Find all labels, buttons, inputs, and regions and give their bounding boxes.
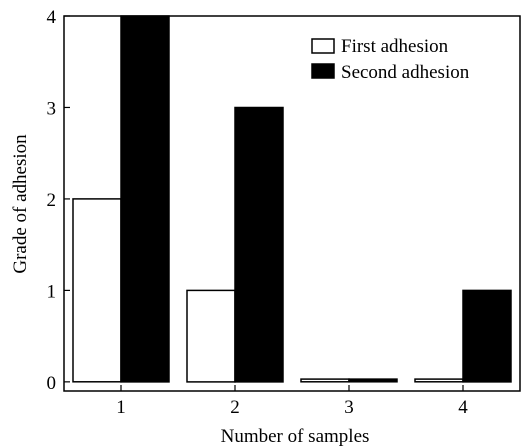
legend-swatch-second-adhesion bbox=[311, 63, 335, 79]
bar-second-adhesion-sample-4 bbox=[462, 289, 512, 383]
bars-group bbox=[72, 15, 512, 383]
x-tick-label-4: 4 bbox=[458, 397, 468, 418]
x-tick-label-2: 2 bbox=[230, 397, 240, 418]
y-axis-label: Grade of adhesion bbox=[10, 134, 31, 274]
y-tick-label-1: 1 bbox=[47, 281, 57, 302]
bar-second-adhesion-sample-3 bbox=[348, 378, 398, 383]
legend-label-first-adhesion: First adhesion bbox=[341, 36, 449, 57]
bar-first-adhesion-sample-4 bbox=[414, 378, 464, 383]
plot-frame bbox=[63, 15, 521, 392]
y-tick-label-4: 4 bbox=[47, 7, 57, 28]
x-tick-label-1: 1 bbox=[116, 397, 126, 418]
bar-second-adhesion-sample-2 bbox=[234, 106, 284, 383]
y-axis-ticks: 0 1 2 3 4 bbox=[47, 7, 70, 394]
y-tick-label-0: 0 bbox=[47, 373, 57, 394]
bar-first-adhesion-sample-3 bbox=[300, 378, 350, 383]
bar-first-adhesion-sample-1 bbox=[72, 198, 122, 383]
bar-second-adhesion-sample-1 bbox=[120, 15, 170, 383]
bar-first-adhesion-sample-2 bbox=[186, 289, 236, 383]
x-tick-label-3: 3 bbox=[344, 397, 354, 418]
legend-swatch-first-adhesion bbox=[311, 38, 335, 54]
legend: First adhesion Second adhesion bbox=[311, 36, 470, 83]
x-axis-label: Number of samples bbox=[221, 426, 370, 447]
x-axis-ticks: 1 2 3 4 bbox=[116, 385, 468, 418]
y-tick-label-3: 3 bbox=[47, 98, 57, 119]
y-tick-label-2: 2 bbox=[47, 190, 57, 211]
legend-label-second-adhesion: Second adhesion bbox=[341, 62, 470, 83]
